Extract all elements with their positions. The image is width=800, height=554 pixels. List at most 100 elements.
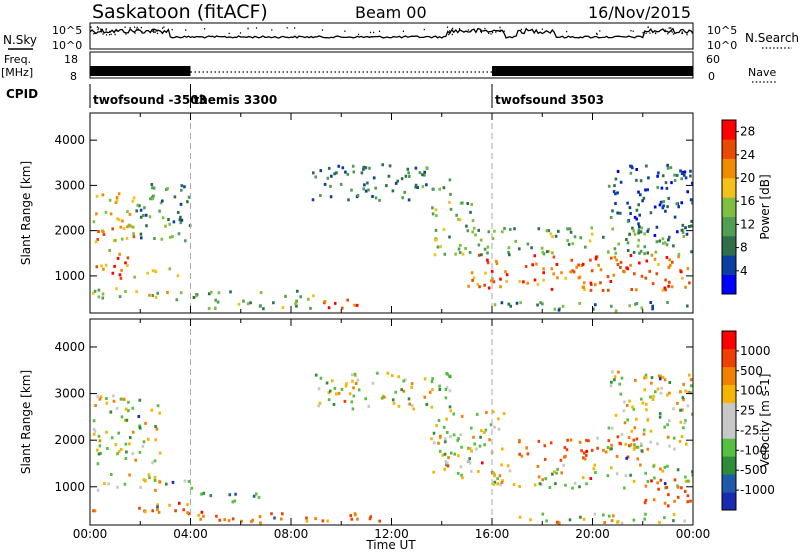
colorbar-swatch <box>722 348 736 368</box>
power-panel: 1000 2000 3000 4000 Slant Range [km] <box>19 112 694 314</box>
colorbar-tick-label: 500 <box>740 364 763 378</box>
colorbar-swatch <box>722 158 736 179</box>
colorbar-swatch <box>722 139 736 159</box>
colorbar-swatch <box>722 474 736 493</box>
colorbar-tick-label: 24 <box>740 148 755 162</box>
echo-region-12 <box>616 168 693 237</box>
sky-tick-right-bottom: 10^0 <box>707 39 737 52</box>
colorbar-tick-label: 4 <box>740 264 748 278</box>
x-axis-ticks: 00:00 04:00 08:00 12:00 16:00 20:00 00:00 <box>73 527 711 541</box>
colorbar-swatch <box>722 197 736 217</box>
colorbar-tick-label: 25 <box>740 404 755 418</box>
echo-region-2 <box>146 269 180 278</box>
colorbar-swatch <box>722 420 736 439</box>
echo-region-11 <box>613 373 691 451</box>
y-tick-label: 2000 <box>54 224 85 238</box>
plot-background <box>90 319 693 525</box>
velocity-colorbar-title: Velocity [m s-1] <box>758 374 772 468</box>
x-tick-label: 00:00 <box>676 527 711 541</box>
y-tick-label: 3000 <box>54 178 85 192</box>
nave-tick-top: 60 <box>706 53 720 66</box>
echo-region-3 <box>228 492 256 498</box>
sky-panel <box>89 22 694 50</box>
status-marks <box>89 26 694 76</box>
colorbar-frame <box>721 119 737 295</box>
colorbar-tick-label: 12 <box>740 217 755 231</box>
colorbar-swatch <box>722 402 736 421</box>
echo-region-1 <box>100 263 129 268</box>
sky-tick-bottom: 10^0 <box>52 39 82 52</box>
y-tick-label: 1000 <box>54 480 85 494</box>
echo-region-5 <box>343 399 347 403</box>
echo-region-6 <box>433 425 501 473</box>
colorbar-swatch <box>722 438 736 457</box>
cpid-label-1: themis 3300 <box>194 93 278 107</box>
x-tick-label: 12:00 <box>374 527 409 541</box>
date-title: 16/Nov/2015 <box>588 3 691 22</box>
echo-region-11 <box>539 301 669 311</box>
colorbar-tick-label: -100 <box>740 443 767 457</box>
colorbar-swatch <box>722 236 736 256</box>
colorbar-swatch <box>722 492 736 511</box>
echo-region-3 <box>202 491 213 498</box>
colorbar-swatch <box>722 456 736 475</box>
freq-label: Freq. <box>4 53 31 66</box>
colorbar-frame <box>721 330 737 511</box>
echo-region-1 <box>102 267 123 272</box>
colorbar-swatch <box>722 178 736 198</box>
cpid-label: CPID <box>6 87 38 101</box>
echo-region-10 <box>477 226 693 257</box>
cpid-label-2: twofsound 3503 <box>495 93 604 107</box>
x-axis-title: Time UT <box>365 538 416 552</box>
echo-region-7 <box>421 166 441 191</box>
colorbar-tick-label: 28 <box>740 125 755 139</box>
echo-region-5 <box>319 371 451 411</box>
echo-region-3 <box>96 227 136 241</box>
colorbar-swatch <box>722 331 736 350</box>
echo-region-6 <box>446 464 450 468</box>
echo-region-6 <box>323 298 349 310</box>
colorbar-swatch <box>722 384 736 403</box>
y-tick-label: 1000 <box>54 269 85 283</box>
x-tick-label: 16:00 <box>475 527 510 541</box>
y-tick-label: 4000 <box>54 133 85 147</box>
velocity-colorbar: 1000 500 100 25 -25 -100 -500 -1000 Velocity [m … <box>721 330 775 511</box>
echo-region-4 <box>200 510 204 514</box>
x-tick-label: 08:00 <box>274 527 309 541</box>
colorbar-tick-label: -500 <box>740 463 767 477</box>
power-colorbar-title: Power [dB] <box>758 174 772 239</box>
echo-region-11 <box>658 377 662 381</box>
echo-region-6 <box>432 431 494 474</box>
nave-label: Nave <box>748 66 776 79</box>
sky-tick-top: 10^5 <box>52 24 82 37</box>
echo-region-7 <box>314 164 452 202</box>
nsearch-points <box>90 26 693 36</box>
freq-tick-bottom: 8 <box>70 70 77 83</box>
nsky-trace <box>89 27 694 39</box>
echo-region-6 <box>327 301 359 310</box>
echo-region-10 <box>568 515 675 523</box>
cpid-label-0: twofsound -3503 <box>93 93 207 107</box>
colorbar-tick-label: 20 <box>740 171 755 185</box>
colorbar-tick-label: 1000 <box>740 344 771 358</box>
echo-region-10 <box>555 520 559 524</box>
freq-tick-top: 18 <box>64 53 78 66</box>
nave-tick-bottom: 0 <box>708 70 715 83</box>
colorbar-swatch <box>722 255 736 275</box>
echo-region-11 <box>500 301 654 312</box>
echo-region-6 <box>437 412 496 477</box>
colorbar-tick-label: 8 <box>740 241 748 255</box>
colorbar-tick-label: 16 <box>740 194 755 208</box>
colorbar-swatch <box>722 274 736 295</box>
echo-region-6 <box>481 461 484 465</box>
sky-tick-right-top: 10^5 <box>707 24 737 37</box>
station-title: Saskatoon (fitACF) <box>92 1 268 23</box>
power-colorbar: 4 8 12 16 20 24 28 Power [dB] <box>721 119 772 295</box>
colorbar-swatch <box>722 216 736 237</box>
echo-region-2 <box>137 415 141 418</box>
nsky-label: N.Sky <box>3 33 37 47</box>
echo-region-0 <box>148 291 169 297</box>
freq-bar-segment-2 <box>492 66 693 76</box>
